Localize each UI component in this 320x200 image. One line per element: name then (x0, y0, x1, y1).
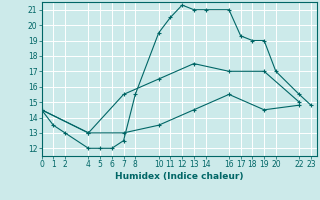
X-axis label: Humidex (Indice chaleur): Humidex (Indice chaleur) (115, 172, 244, 181)
